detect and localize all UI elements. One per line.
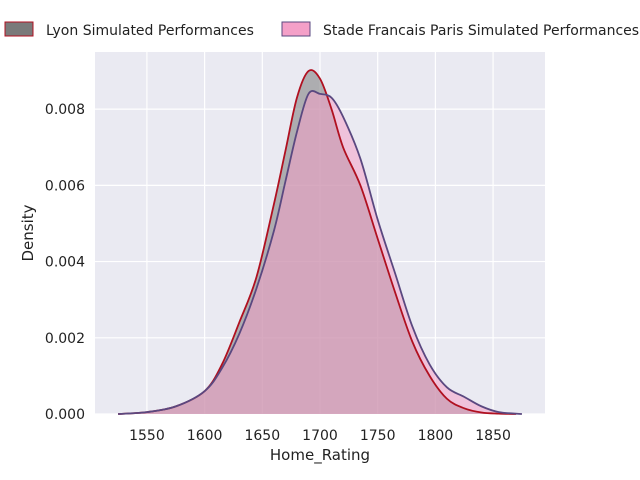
y-tick-label: 0.008 <box>45 102 85 118</box>
legend-swatch-0 <box>4 21 34 37</box>
series-0-line <box>118 69 517 415</box>
y-axis-label: Density <box>19 204 37 261</box>
x-tick-label: 1600 <box>187 428 223 444</box>
x-tick-label: 1750 <box>360 428 396 444</box>
x-tick-label: 1550 <box>129 428 165 444</box>
x-tick-labels: 1550 1600 1650 1700 1750 1800 1850 <box>129 428 511 444</box>
series-1-line <box>118 90 522 415</box>
y-tick-label: 0.000 <box>45 407 85 423</box>
series-1-area <box>118 90 522 415</box>
y-tick-labels: 0.000 0.002 0.004 0.006 0.008 <box>45 102 85 423</box>
legend-label-1: Stade Francais Paris Simulated Performan… <box>323 23 639 39</box>
x-tick-label: 1700 <box>302 428 338 444</box>
legend-label-0: Lyon Simulated Performances <box>46 23 254 39</box>
x-tick-label: 1650 <box>244 428 280 444</box>
y-tick-label: 0.006 <box>45 178 85 194</box>
y-tick-label: 0.004 <box>45 255 85 271</box>
x-axis-label: Home_Rating <box>270 446 370 465</box>
legend: Lyon Simulated Performances Stade Francai… <box>4 21 639 39</box>
legend-swatch-1 <box>281 21 311 37</box>
x-tick-label: 1850 <box>475 428 511 444</box>
x-tick-label: 1800 <box>418 428 454 444</box>
series-layer <box>118 69 522 415</box>
y-tick-label: 0.002 <box>45 331 85 347</box>
